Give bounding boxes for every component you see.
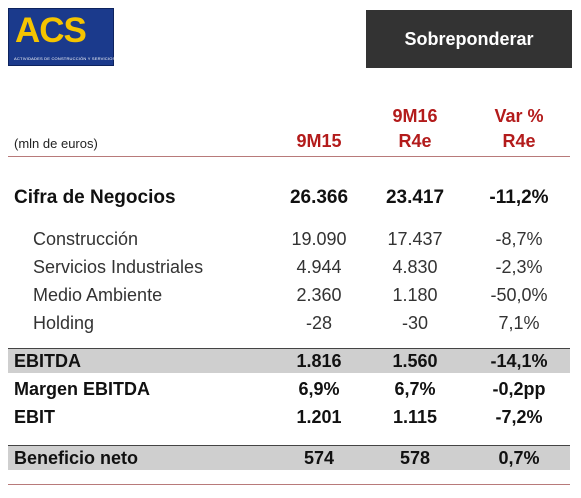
row-label: Cifra de Negocios <box>14 187 176 208</box>
value-9m16: 17.437 <box>387 229 443 249</box>
table-row-cifra-negocios: Cifra de Negocios 26.366 23.417 -11,2% <box>8 186 570 210</box>
value-var: -11,2% <box>489 187 549 208</box>
row-label: Servicios Industriales <box>33 257 204 277</box>
value-9m16: 23.417 <box>385 187 445 208</box>
value-var: -8,7% <box>495 229 543 249</box>
value-9m16: 1.115 <box>392 407 438 427</box>
table-row-holding: Holding -28 -30 7,1% <box>8 311 570 335</box>
acs-logo: ACS ACTIVIDADES DE CONSTRUCCIÓN Y SERVIC… <box>8 8 116 66</box>
header-divider <box>8 156 570 157</box>
value-9m15: 2.360 <box>296 285 342 305</box>
row-label: Margen EBITDA <box>14 379 151 399</box>
unit-label: (mln de euros) <box>14 136 98 151</box>
table-row-margen-ebitda: Margen EBITDA 6,9% 6,7% -0,2pp <box>8 377 570 401</box>
bottom-divider <box>8 484 570 485</box>
table-row-ebit: EBIT 1.201 1.115 -7,2% <box>8 405 570 429</box>
value-9m15: 26.366 <box>289 187 349 208</box>
value-var: -14,1% <box>490 351 548 371</box>
column-header-var: Var % R4e <box>474 104 564 154</box>
value-var: -50,0% <box>490 285 548 305</box>
rating-badge: Sobreponderar <box>366 10 572 68</box>
table-row-medio-ambiente: Medio Ambiente 2.360 1.180 -50,0% <box>8 283 570 307</box>
value-var: 0,7% <box>498 448 540 468</box>
column-header-line2: 9M15 <box>296 131 342 151</box>
value-var: 7,1% <box>498 313 540 333</box>
column-header-line1: Var % <box>494 106 544 126</box>
row-label: Construcción <box>33 229 139 249</box>
value-9m16: 578 <box>399 448 431 468</box>
table-row-beneficio-neto: Beneficio neto 574 578 0,7% <box>8 445 570 470</box>
column-header-line2: R4e <box>502 131 536 151</box>
value-var: -2,3% <box>495 257 543 277</box>
value-var: -7,2% <box>495 407 543 427</box>
table-row-construccion: Construcción 19.090 17.437 -8,7% <box>8 227 570 251</box>
value-9m16: 6,7% <box>394 379 436 399</box>
logo-text: ACS <box>15 11 87 50</box>
value-9m15: -28 <box>305 313 332 333</box>
value-9m15: 574 <box>303 448 335 468</box>
value-var: -0,2pp <box>492 379 546 399</box>
value-9m15: 19.090 <box>291 229 347 249</box>
value-9m15: 4.944 <box>296 257 342 277</box>
table-row-servicios-industriales: Servicios Industriales 4.944 4.830 -2,3% <box>8 255 570 279</box>
value-9m15: 1.201 <box>296 407 342 427</box>
value-9m16: 4.830 <box>392 257 438 277</box>
column-header-9m16: 9M16 R4e <box>370 104 460 154</box>
row-label: Medio Ambiente <box>33 285 163 305</box>
column-header-line1: 9M16 <box>392 106 438 126</box>
value-9m16: 1.560 <box>392 351 438 371</box>
row-label: EBIT <box>14 407 56 427</box>
row-label: Beneficio neto <box>14 448 139 468</box>
value-9m16: 1.180 <box>392 285 438 305</box>
column-header-line1 <box>274 104 364 129</box>
row-label: Holding <box>33 313 95 333</box>
logo-tagline: ACTIVIDADES DE CONSTRUCCIÓN Y SERVICIOS <box>14 56 116 61</box>
column-header-9m15: 9M15 <box>274 104 364 154</box>
table-row-ebitda: EBITDA 1.816 1.560 -14,1% <box>8 348 570 373</box>
value-9m15: 1.816 <box>296 351 342 371</box>
row-label: EBITDA <box>14 351 81 371</box>
value-9m15: 6,9% <box>298 379 340 399</box>
value-9m16: -30 <box>401 313 428 333</box>
column-header-line2: R4e <box>398 131 432 151</box>
